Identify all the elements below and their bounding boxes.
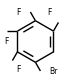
Text: Br: Br [50,67,58,76]
Text: F: F [16,8,21,17]
Text: F: F [47,8,51,17]
Text: F: F [4,37,8,46]
Text: F: F [16,65,21,74]
